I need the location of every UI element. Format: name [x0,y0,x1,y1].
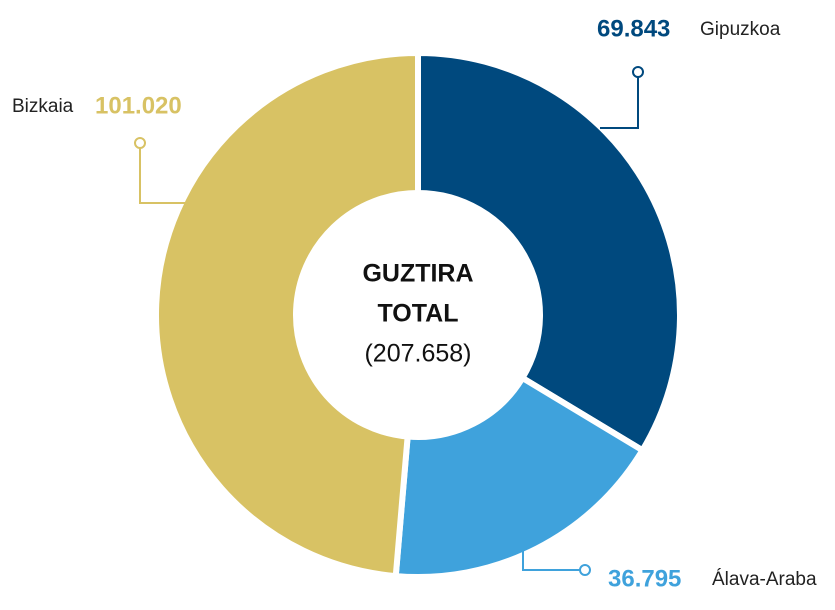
donut-slice [415,49,683,455]
donut-hole [298,195,538,435]
leader-dot [579,564,591,576]
value-label: 101.020 [95,92,182,119]
donut-slice [392,373,647,580]
category-label: Bizkaia [12,96,74,117]
center-label: GUZTIRA [362,260,473,288]
leader-dot [134,137,146,149]
category-label: Álava-Araba [712,569,817,590]
center-label: (207.658) [364,340,471,368]
value-label: 69.843 [597,15,670,42]
center-label: TOTAL [377,300,458,328]
category-label: Gipuzkoa [700,19,781,40]
leader-line [139,143,185,204]
leader-line [600,72,639,129]
leader-dot [632,66,644,78]
leader-line [522,483,580,571]
value-label: 36.795 [608,565,681,592]
donut-slice [153,49,421,580]
